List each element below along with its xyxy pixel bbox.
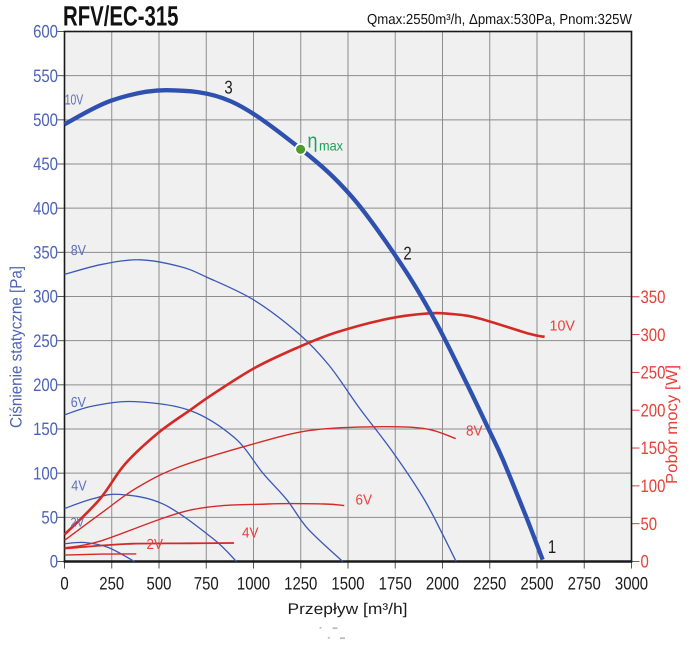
svg-text:500: 500: [33, 110, 58, 130]
svg-text:200: 200: [641, 400, 666, 420]
svg-text:2V: 2V: [71, 516, 85, 530]
svg-text:η: η: [308, 129, 318, 152]
svg-text:Qmax:2550m³/h, Δpmax:530Pa, Pn: Qmax:2550m³/h, Δpmax:530Pa, Pnom:325W: [367, 12, 632, 28]
svg-text:1250: 1250: [284, 574, 317, 594]
svg-text:300: 300: [641, 325, 666, 345]
svg-text:50: 50: [41, 508, 58, 528]
svg-text:10V: 10V: [65, 92, 84, 108]
svg-text:Przepływ [m³/h]: Przepływ [m³/h]: [288, 601, 408, 618]
svg-text:250: 250: [99, 574, 124, 594]
svg-text:0: 0: [50, 552, 58, 572]
svg-text:6V: 6V: [71, 395, 87, 411]
svg-text:300: 300: [33, 287, 58, 307]
svg-text:500: 500: [147, 574, 172, 594]
svg-text:2750: 2750: [568, 574, 601, 594]
svg-text:100: 100: [33, 463, 58, 483]
svg-text:0: 0: [60, 574, 68, 594]
svg-text:250: 250: [641, 363, 666, 383]
svg-text:2250: 2250: [473, 574, 506, 594]
svg-text:8V: 8V: [466, 424, 483, 440]
svg-text:50: 50: [641, 514, 658, 534]
svg-text:1750: 1750: [379, 574, 412, 594]
svg-text:250: 250: [33, 331, 58, 351]
svg-text:100: 100: [641, 476, 666, 496]
svg-text:1: 1: [548, 536, 556, 557]
svg-text:400: 400: [33, 198, 58, 218]
svg-text:Pobór mocy [W]: Pobór mocy [W]: [664, 365, 681, 484]
svg-text:4V: 4V: [71, 479, 87, 495]
svg-text:Ciśnienie statyczne [Pa]: Ciśnienie statyczne [Pa]: [7, 266, 25, 428]
svg-text:0: 0: [641, 552, 649, 572]
svg-text:RFV/EC-315: RFV/EC-315: [63, 1, 179, 32]
svg-text:350: 350: [641, 287, 666, 307]
svg-text:2V: 2V: [147, 537, 164, 553]
svg-text:6V: 6V: [356, 493, 373, 509]
svg-text:3: 3: [224, 77, 232, 98]
svg-text:2: 2: [403, 243, 411, 264]
svg-text:10V: 10V: [550, 319, 576, 335]
svg-text:1000: 1000: [237, 574, 270, 594]
svg-text:3000: 3000: [615, 574, 648, 594]
svg-text:750: 750: [194, 574, 219, 594]
svg-text:350: 350: [33, 243, 58, 263]
svg-text:8V: 8V: [71, 243, 87, 259]
svg-text:4V: 4V: [242, 526, 259, 542]
svg-text:200: 200: [33, 375, 58, 395]
svg-text:150: 150: [641, 438, 666, 458]
svg-text:2000: 2000: [426, 574, 459, 594]
svg-text:450: 450: [33, 154, 58, 174]
svg-text:2500: 2500: [520, 574, 553, 594]
svg-text:150: 150: [33, 419, 58, 439]
svg-text:max: max: [319, 137, 343, 153]
svg-text:550: 550: [33, 66, 58, 86]
svg-text:600: 600: [33, 22, 58, 42]
svg-text:1500: 1500: [331, 574, 364, 594]
